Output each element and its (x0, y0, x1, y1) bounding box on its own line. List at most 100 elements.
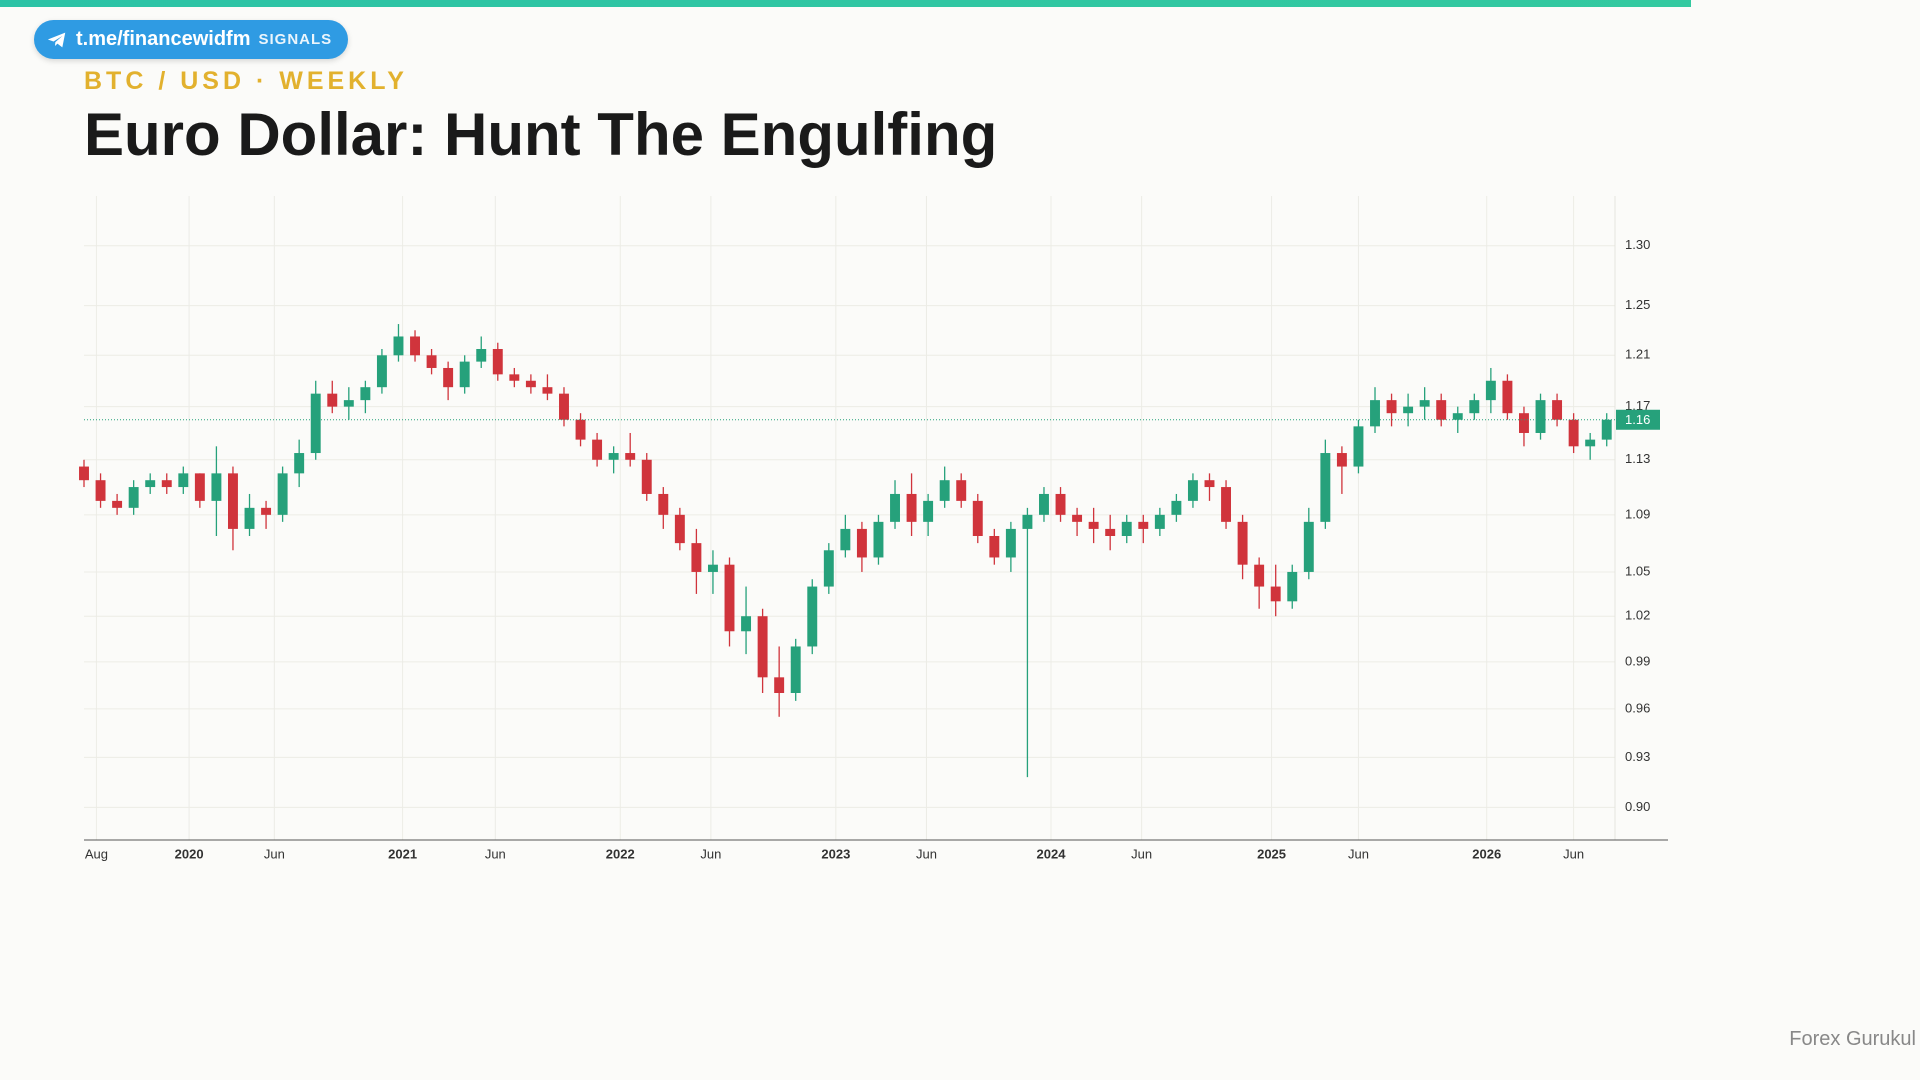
x-tick-label: Jun (916, 846, 937, 861)
candle-body (244, 507, 255, 529)
x-tick-label: Jun (485, 846, 506, 861)
candle-body (1237, 521, 1248, 565)
candle-body (823, 550, 834, 587)
candle-body (1204, 480, 1215, 488)
candle-body (873, 521, 884, 558)
x-tick-label: Jun (1131, 846, 1152, 861)
x-tick-label: 2025 (1257, 846, 1286, 861)
x-tick-label: 2026 (1472, 846, 1501, 861)
candle-body (112, 500, 123, 508)
x-tick-label: Jun (1348, 846, 1369, 861)
candle-body (161, 480, 172, 488)
credit: Forex Gurukul (1789, 1028, 1916, 1050)
candle-body (790, 646, 801, 693)
x-tick-label: 2024 (1037, 846, 1067, 861)
candle-body (1552, 400, 1563, 420)
x-tick-label: 2023 (821, 846, 850, 861)
candle-body (492, 348, 503, 375)
candle-body (542, 387, 553, 394)
candle-body (840, 528, 851, 551)
candle-body (1403, 406, 1414, 414)
y-tick-label: 0.90 (1625, 799, 1650, 814)
candle-body (1585, 439, 1596, 447)
candle-body (1535, 400, 1546, 433)
telegram-icon (47, 32, 66, 47)
candle-body (691, 543, 702, 572)
candle-body (1469, 400, 1480, 414)
candle-body (1039, 493, 1049, 515)
candle-body (294, 453, 305, 474)
candle-body (1055, 493, 1066, 515)
candle-body (459, 361, 470, 388)
candle-body (410, 336, 420, 356)
candle-body (1138, 521, 1149, 529)
y-tick-label: 1.25 (1625, 297, 1650, 312)
candle-body (559, 393, 569, 420)
candle-body (211, 473, 222, 501)
candle-body (608, 453, 619, 460)
candle-body (674, 514, 685, 544)
badge-tag: SIGNALS (258, 31, 333, 48)
candle-body (1320, 453, 1331, 522)
candle-body (1568, 419, 1579, 447)
candle-body (376, 355, 387, 388)
candle-body (807, 586, 818, 647)
y-tick-label: 1.09 (1625, 506, 1650, 521)
candle-body (95, 480, 106, 501)
candle-body (906, 493, 917, 522)
top-bar (0, 0, 1691, 7)
candle-body (939, 480, 950, 501)
candle-body (658, 493, 669, 515)
y-tick-label: 1.05 (1625, 563, 1650, 578)
candle-body (989, 535, 1000, 558)
candle-body (724, 564, 735, 632)
candle-body (1386, 400, 1397, 414)
candle-body (1502, 380, 1513, 414)
x-tick-label: Aug (85, 846, 108, 861)
candle-body (525, 380, 536, 388)
candle-body (178, 473, 189, 488)
candle-body (923, 500, 934, 522)
badge-handle: t.me/financewidfm (76, 28, 251, 50)
candle-body (1088, 521, 1099, 529)
candle-body (327, 393, 338, 407)
candle-body (1187, 480, 1198, 501)
y-tick-label: 1.02 (1625, 608, 1650, 623)
last-price-label: 1.16 (1625, 412, 1650, 427)
x-tick-label: Jun (700, 846, 721, 861)
x-tick-label: Jun (264, 846, 285, 861)
candle-body (1105, 528, 1116, 536)
candle-body (1353, 426, 1364, 467)
candle-body (1005, 528, 1016, 558)
y-tick-label: 0.96 (1625, 700, 1650, 715)
y-tick-label: 1.13 (1625, 451, 1650, 466)
candle-body (1436, 400, 1447, 420)
candle-body (227, 473, 238, 529)
candle-body (1072, 514, 1083, 522)
candle-body (757, 616, 768, 678)
candle-body (856, 528, 867, 558)
candle-body (592, 439, 603, 460)
candle-body (1419, 400, 1430, 407)
candle-body (277, 473, 288, 515)
candle-body (1121, 521, 1132, 536)
candle-body (1519, 413, 1529, 433)
candle-body (1254, 564, 1265, 587)
candle-body (1022, 514, 1033, 529)
x-tick-label: 2020 (175, 846, 204, 861)
subtitle: BTC / USD · WEEKLY (84, 67, 408, 95)
y-tick-label: 0.93 (1625, 749, 1650, 764)
y-tick-label: 1.30 (1625, 237, 1650, 252)
candle-body (707, 564, 718, 572)
telegram-badge[interactable]: t.me/financewidfm SIGNALS (34, 20, 349, 59)
candle-body (956, 480, 967, 501)
title: Euro Dollar: Hunt The Engulfing (84, 101, 998, 168)
candle-body (360, 387, 371, 401)
candle-body (1270, 586, 1281, 602)
candle-body (1601, 419, 1612, 440)
candle-body (261, 507, 272, 515)
candle-body (1171, 500, 1182, 515)
candle-body (194, 473, 205, 501)
candle-body (1303, 521, 1314, 572)
